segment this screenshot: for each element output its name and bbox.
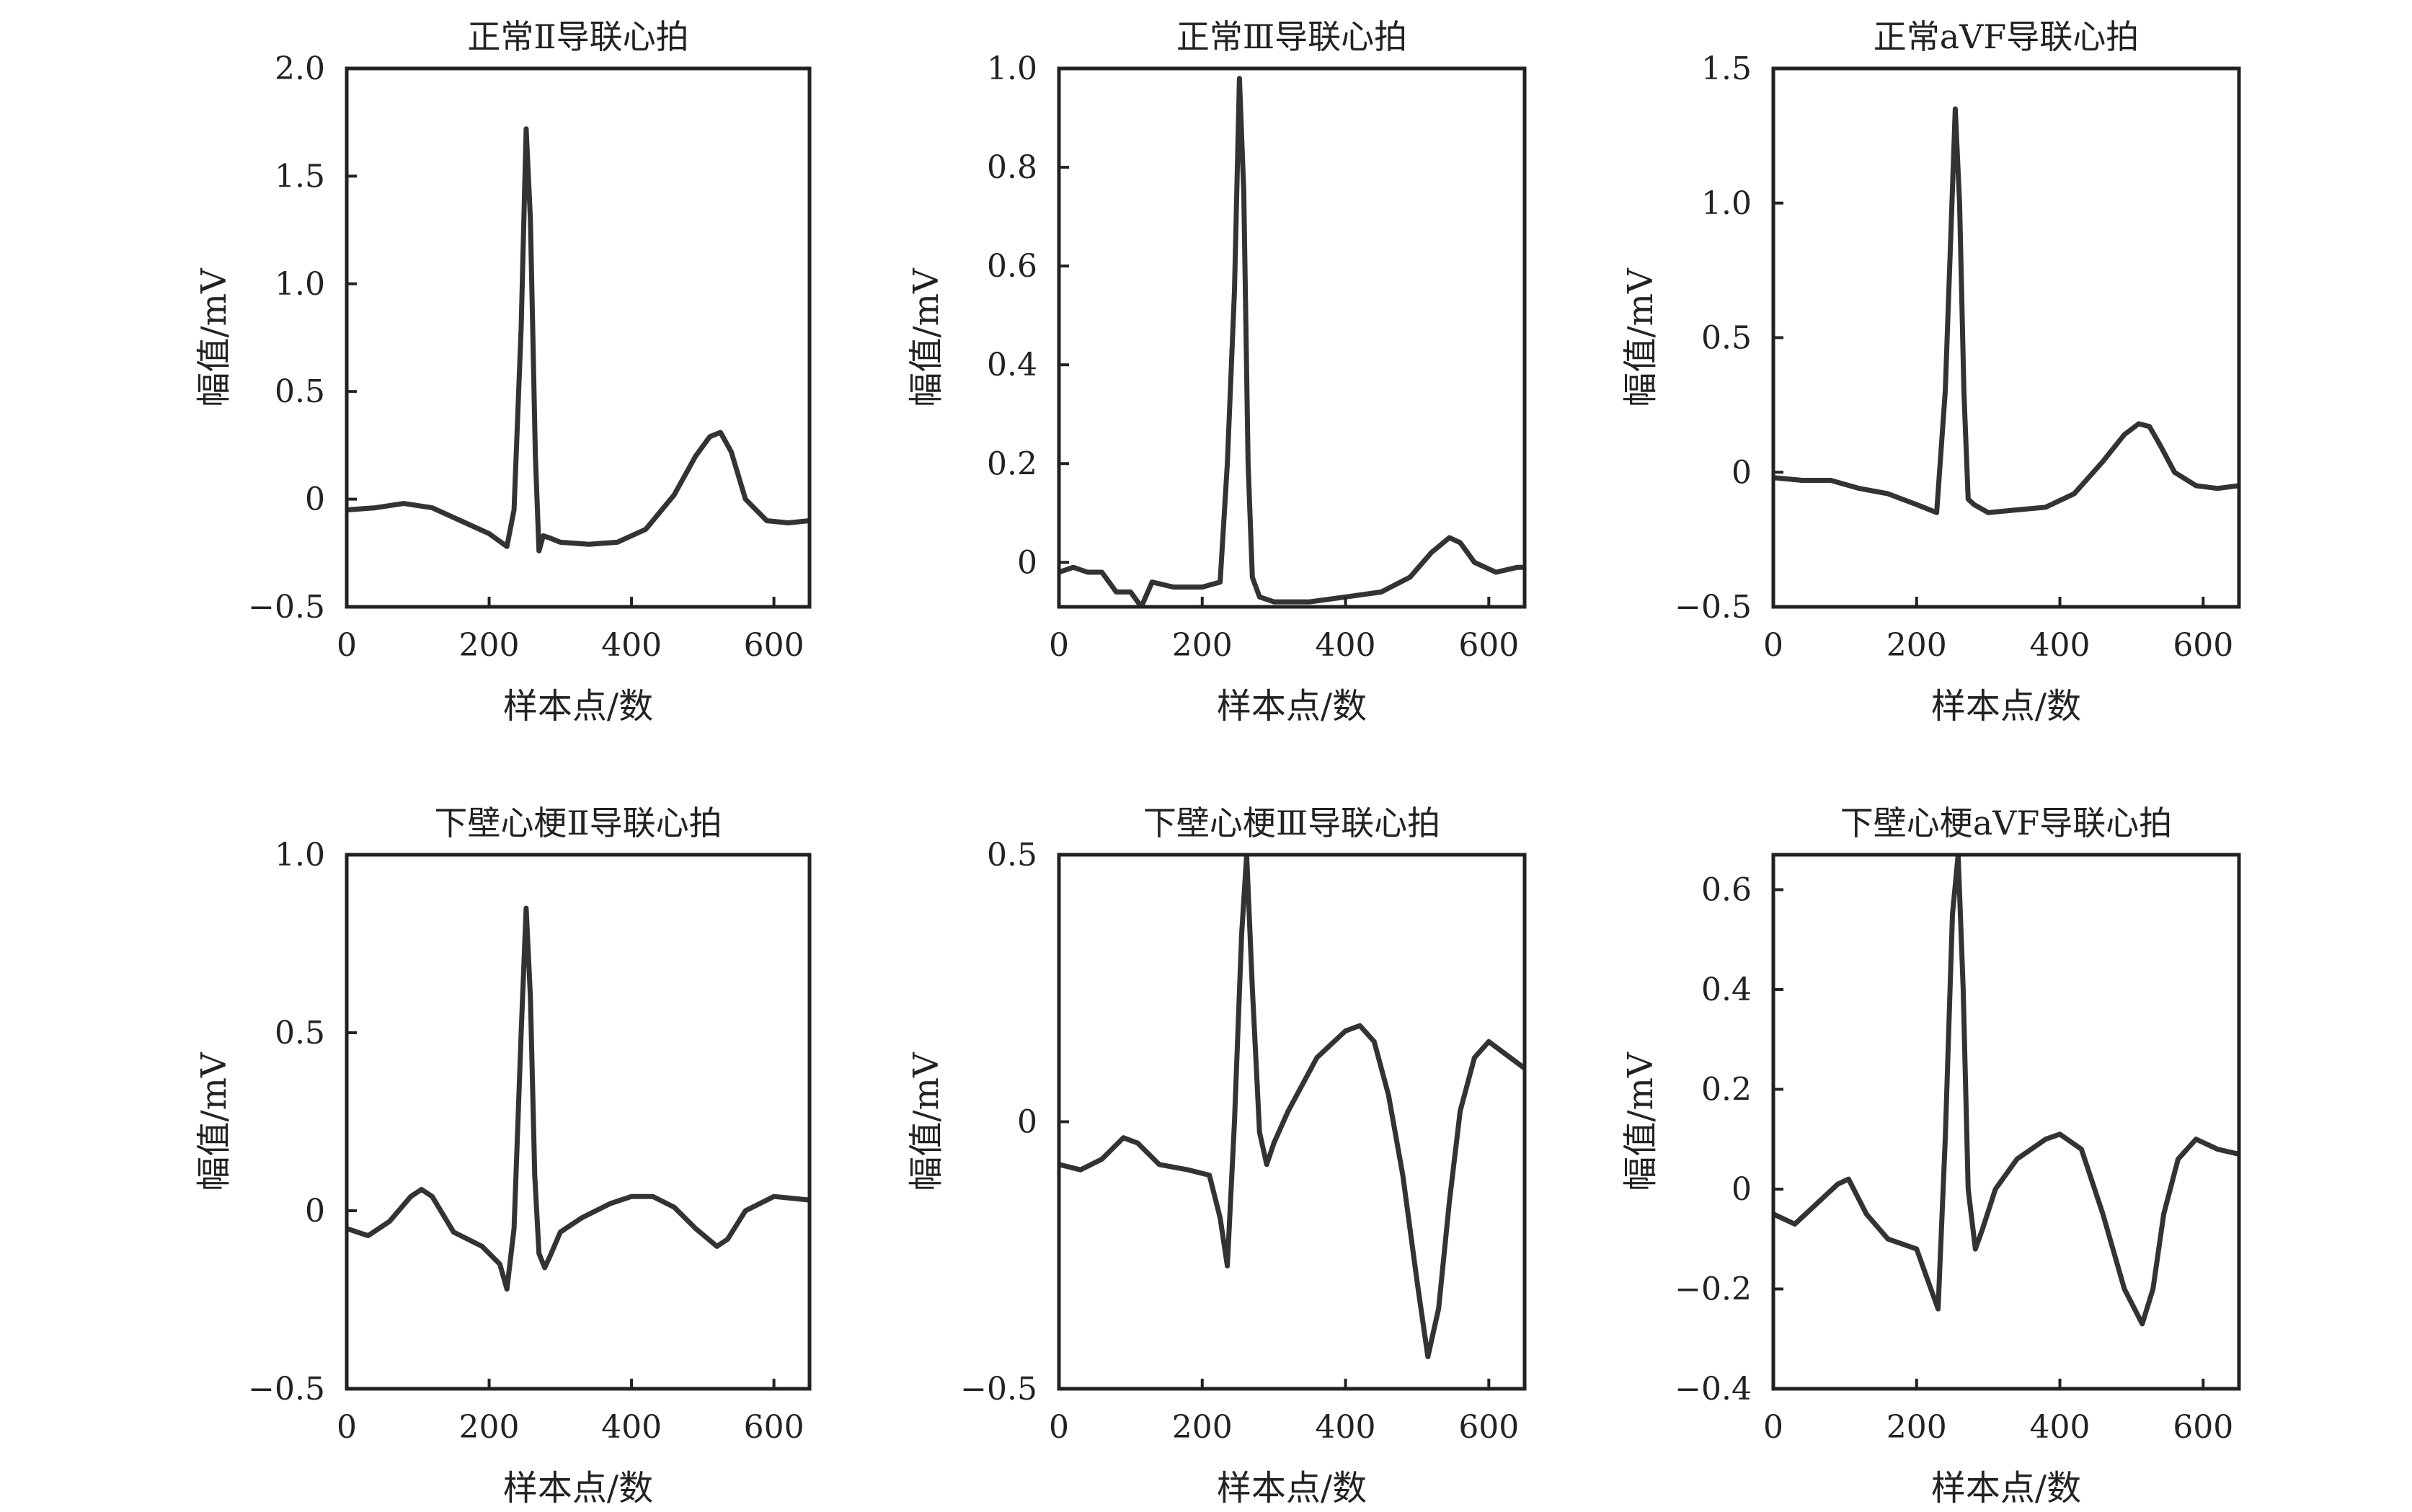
x-tick-label: 600 [2173,1409,2233,1446]
x-tick-label: 600 [1458,1409,1519,1446]
x-tick-label: 200 [1172,1409,1233,1446]
y-tick-label: 0 [1732,454,1752,491]
chart-panel-2: 正常Ⅲ导联心拍 0 200 400 600 0 0.2 0.4 0.6 0.8 1.0 样本点/数 幅值… [906,17,1527,726]
y-tick-label: 0.5 [275,373,325,410]
y-tick-label: −0.5 [248,1371,325,1408]
y-tick-label: 1.0 [275,266,325,303]
y-tick-label: 0.2 [1701,1071,1752,1108]
x-axis-label: 样本点/数 [1217,686,1367,726]
y-tick-label: 2.0 [275,50,325,87]
y-tick-label: −0.4 [1675,1371,1752,1408]
y-axis-label: 幅值/mV [906,267,946,407]
y-axis-label: 幅值/mV [1620,267,1661,407]
chart-panel-6: 下壁心梗aVF导联心拍 0 200 400 600 −0.4 −0.2 0 0.2 0.4 0.6 样… [1620,804,2241,1508]
y-tick-label: 0 [1732,1171,1752,1208]
y-tick-label: 1.0 [987,50,1037,87]
chart-title: 下壁心梗aVF导联心拍 [1840,804,2173,842]
chart-title: 正常aVF导联心拍 [1874,17,2140,56]
x-tick-label: 400 [2030,627,2090,664]
x-tick-label: 600 [1458,627,1519,664]
plot-frame [1771,853,2241,1391]
series-line [1059,855,1525,1359]
y-tick-label: 0.5 [987,837,1037,873]
y-tick-label: 0.4 [987,347,1037,383]
x-tick-label: 600 [744,627,804,664]
x-axis-label: 样本点/数 [1931,1468,2081,1508]
chart-panel-5: 下壁心梗Ⅲ导联心拍 0 200 400 600 −0.5 0 0.5 样本点/数 幅值/mV [906,804,1527,1508]
x-axis-label: 样本点/数 [1217,1468,1367,1508]
y-tick-label: 1.0 [275,837,325,873]
y-tick-label: 0.4 [1701,971,1752,1008]
plot-frame [1057,66,1527,609]
y-axis-label: 幅值/mV [194,1051,234,1191]
x-tick-label: 200 [1172,627,1233,664]
x-tick-label: 0 [1049,627,1069,664]
series-line [347,905,810,1292]
x-tick-label: 200 [1886,1409,1947,1446]
x-tick-label: 400 [2030,1409,2090,1446]
x-tick-label: 0 [337,1409,357,1446]
y-axis-label: 幅值/mV [906,1051,946,1191]
y-tick-label: 0.6 [987,248,1037,285]
y-tick-label: 0 [1017,544,1037,581]
y-tick-label: 1.0 [1701,185,1752,222]
chart-title: 下壁心梗Ⅱ导联心拍 [434,804,722,842]
chart-title: 正常Ⅲ导联心拍 [1176,17,1407,56]
plot-frame [345,66,812,609]
y-tick-label: −0.5 [248,589,325,626]
x-tick-label: 400 [601,627,662,664]
chart-title: 下壁心梗Ⅲ导联心拍 [1143,804,1440,842]
x-axis-label: 样本点/数 [503,1468,653,1508]
y-tick-label: 0.5 [275,1015,325,1051]
chart-panel-1: 正常Ⅱ导联心拍 0 200 400 600 −0.5 0 0.5 1.0 1.5 2.0 样本点/数 幅… [194,17,812,726]
chart-panel-4: 下壁心梗Ⅱ导联心拍 0 200 400 600 −0.5 0 0.5 1.0 样本点/数 幅值/mV [194,804,812,1508]
chart-panel-3: 正常aVF导联心拍 0 200 400 600 −0.5 0 0.5 1.0 1.5 样本点/数 幅值… [1620,17,2241,726]
x-tick-label: 600 [744,1409,804,1446]
chart-title: 正常Ⅱ导联心拍 [467,17,688,56]
y-tick-label: 0 [305,481,325,518]
plot-frame [1057,853,1527,1391]
x-tick-label: 200 [459,627,520,664]
plot-frame [1771,66,2241,609]
y-tick-label: 0.8 [987,149,1037,186]
x-tick-label: 400 [1316,1409,1376,1446]
plot-frame [345,853,812,1391]
y-tick-label: 0 [1017,1104,1037,1141]
x-tick-label: 200 [1886,627,1947,664]
y-axis-label: 幅值/mV [1620,1051,1661,1191]
y-tick-label: −0.2 [1675,1271,1752,1307]
series-line [1059,76,1525,607]
y-tick-label: 0.6 [1701,871,1752,908]
series-line [1773,855,2239,1327]
x-tick-label: 600 [2173,627,2233,664]
y-axis-label: 幅值/mV [194,267,234,407]
y-tick-label: 1.5 [275,158,325,195]
y-tick-label: 0 [305,1193,325,1229]
x-tick-label: 0 [1763,1409,1783,1446]
x-tick-label: 0 [1763,627,1783,664]
x-tick-label: 400 [601,1409,662,1446]
y-tick-label: 0.5 [1701,320,1752,357]
y-tick-label: 1.5 [1701,50,1752,87]
x-axis-label: 样本点/数 [503,686,653,726]
y-tick-label: −0.5 [1675,589,1752,626]
y-tick-label: 0.2 [987,445,1037,482]
x-tick-label: 0 [337,627,357,664]
x-tick-label: 0 [1049,1409,1069,1446]
x-tick-label: 200 [459,1409,520,1446]
series-line [347,126,810,553]
x-tick-label: 400 [1316,627,1376,664]
y-tick-label: −0.5 [960,1371,1037,1408]
x-axis-label: 样本点/数 [1931,686,2081,726]
series-line [1773,106,2239,515]
